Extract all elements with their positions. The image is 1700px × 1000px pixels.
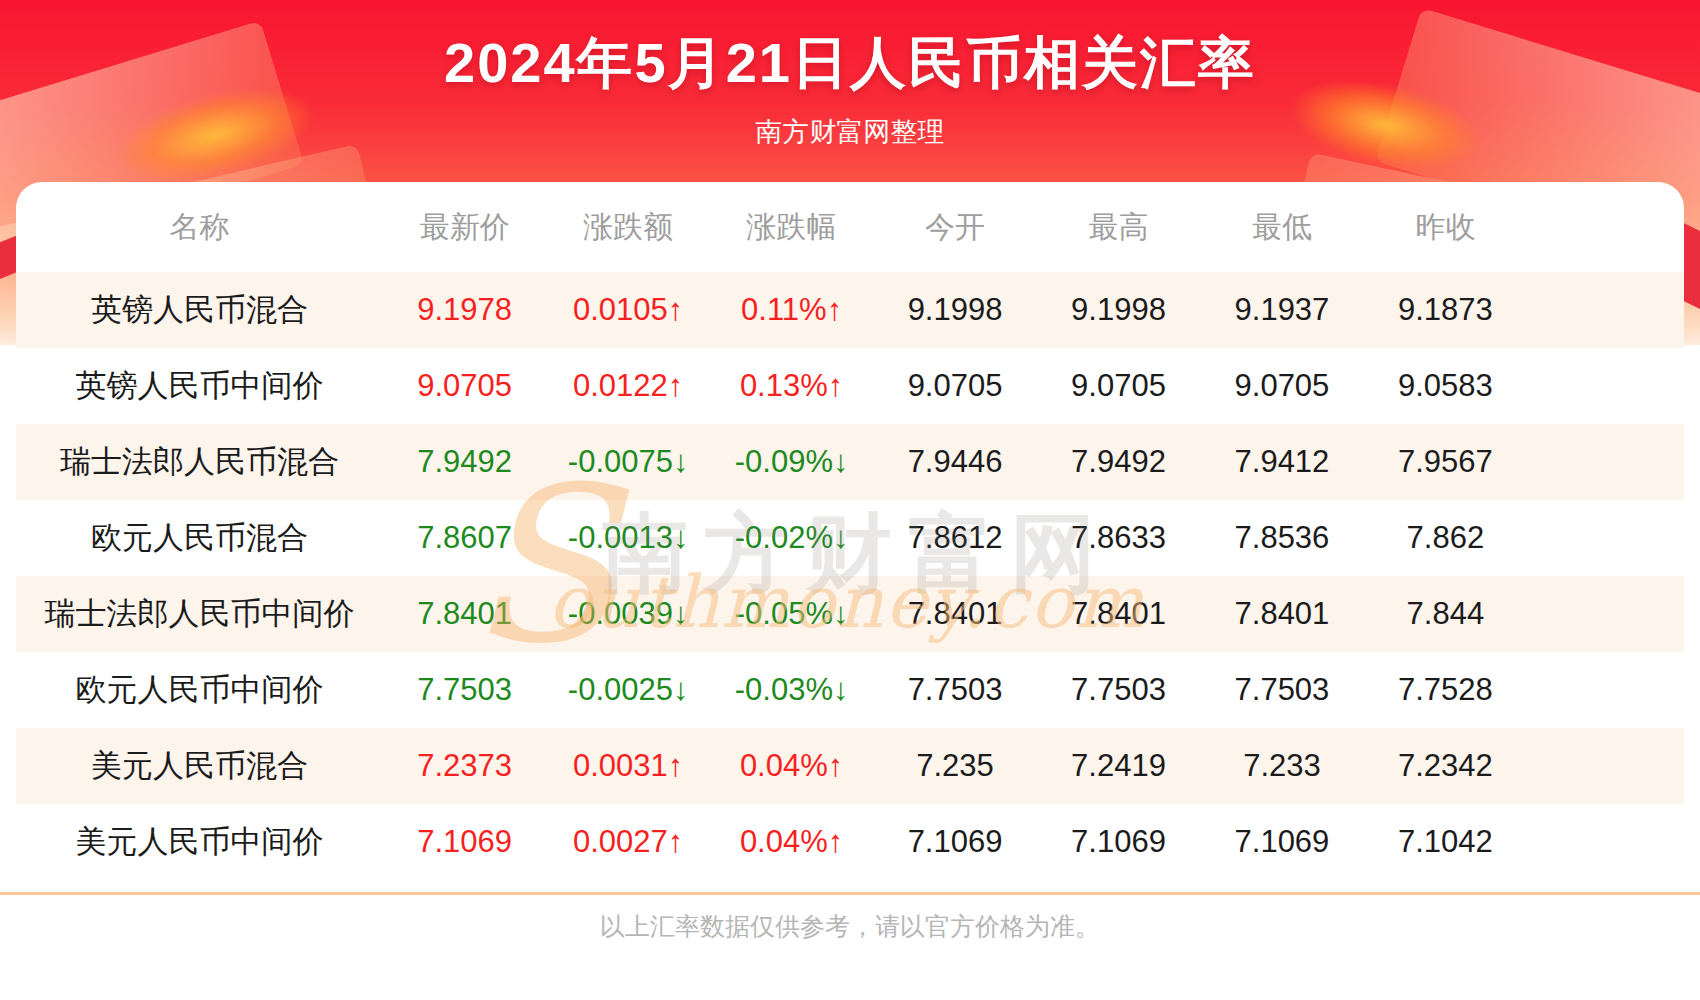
cell-open: 7.9446 xyxy=(873,444,1036,480)
cell-prev-close: 7.862 xyxy=(1364,520,1527,556)
cell-open: 7.8401 xyxy=(873,596,1036,632)
cell-low: 7.1069 xyxy=(1200,824,1363,860)
cell-high: 7.9492 xyxy=(1037,444,1200,480)
table-header-row: 名称 最新价 涨跌额 涨跌幅 今开 最高 最低 昨收 xyxy=(16,182,1684,272)
cell-low: 7.8401 xyxy=(1200,596,1363,632)
cell-prev-close: 7.1042 xyxy=(1364,824,1527,860)
cell-high: 9.0705 xyxy=(1037,368,1200,404)
cell-high: 7.7503 xyxy=(1037,672,1200,708)
column-header-high: 最高 xyxy=(1037,207,1200,248)
column-header-low: 最低 xyxy=(1200,207,1363,248)
table-row: 英镑人民币混合9.19780.0105↑0.11%↑9.19989.19989.… xyxy=(16,272,1684,348)
cell-high: 7.8633 xyxy=(1037,520,1200,556)
cell-name: 欧元人民币中间价 xyxy=(16,669,383,711)
cell-high: 7.8401 xyxy=(1037,596,1200,632)
page-subtitle: 南方财富网整理 xyxy=(0,114,1700,150)
disclaimer-text: 以上汇率数据仅供参考，请以官方价格为准。 xyxy=(0,910,1700,943)
table-row: 欧元人民币混合7.8607-0.0013↓-0.02%↓7.86127.8633… xyxy=(16,500,1684,576)
cell-change: -0.0025↓ xyxy=(546,672,709,708)
column-header-prev-close: 昨收 xyxy=(1364,207,1527,248)
table-row: 瑞士法郎人民币中间价7.8401-0.0039↓-0.05%↓7.84017.8… xyxy=(16,576,1684,652)
cell-low: 7.8536 xyxy=(1200,520,1363,556)
cell-latest: 7.8401 xyxy=(383,596,546,632)
column-header-open: 今开 xyxy=(873,207,1036,248)
cell-latest: 9.1978 xyxy=(383,292,546,328)
cell-name: 美元人民币混合 xyxy=(16,745,383,787)
cell-latest: 7.9492 xyxy=(383,444,546,480)
cell-name: 美元人民币中间价 xyxy=(16,821,383,863)
cell-latest: 7.7503 xyxy=(383,672,546,708)
cell-change: 0.0031↑ xyxy=(546,748,709,784)
cell-low: 7.7503 xyxy=(1200,672,1363,708)
cell-name: 英镑人民币中间价 xyxy=(16,365,383,407)
cell-change: 0.0027↑ xyxy=(546,824,709,860)
column-header-latest: 最新价 xyxy=(383,207,546,248)
exchange-rate-table: 名称 最新价 涨跌额 涨跌幅 今开 最高 最低 昨收 英镑人民币混合9.1978… xyxy=(16,182,1684,895)
table-row: 瑞士法郎人民币混合7.9492-0.0075↓-0.09%↓7.94467.94… xyxy=(16,424,1684,500)
footer-divider xyxy=(0,892,1700,895)
cell-prev-close: 7.2342 xyxy=(1364,748,1527,784)
cell-open: 9.0705 xyxy=(873,368,1036,404)
cell-open: 7.1069 xyxy=(873,824,1036,860)
table-row: 美元人民币混合7.23730.0031↑0.04%↑7.2357.24197.2… xyxy=(16,728,1684,804)
cell-change-pct: -0.02%↓ xyxy=(710,520,873,556)
cell-high: 7.2419 xyxy=(1037,748,1200,784)
cell-high: 9.1998 xyxy=(1037,292,1200,328)
cell-latest: 7.1069 xyxy=(383,824,546,860)
column-header-name: 名称 xyxy=(16,207,383,248)
cell-change: -0.0039↓ xyxy=(546,596,709,632)
cell-open: 9.1998 xyxy=(873,292,1036,328)
column-header-change-pct: 涨跌幅 xyxy=(710,207,873,248)
cell-low: 7.233 xyxy=(1200,748,1363,784)
cell-name: 欧元人民币混合 xyxy=(16,517,383,559)
column-header-change: 涨跌额 xyxy=(546,207,709,248)
page-title: 2024年5月21日人民币相关汇率 xyxy=(0,26,1700,102)
cell-prev-close: 7.9567 xyxy=(1364,444,1527,480)
cell-change-pct: -0.03%↓ xyxy=(710,672,873,708)
cell-change-pct: 0.13%↑ xyxy=(710,368,873,404)
cell-prev-close: 7.844 xyxy=(1364,596,1527,632)
cell-prev-close: 9.1873 xyxy=(1364,292,1527,328)
table-body: 英镑人民币混合9.19780.0105↑0.11%↑9.19989.19989.… xyxy=(16,272,1684,880)
cell-prev-close: 7.7528 xyxy=(1364,672,1527,708)
cell-latest: 7.2373 xyxy=(383,748,546,784)
cell-low: 7.9412 xyxy=(1200,444,1363,480)
cell-change-pct: 0.11%↑ xyxy=(710,292,873,328)
cell-name: 英镑人民币混合 xyxy=(16,289,383,331)
cell-open: 7.7503 xyxy=(873,672,1036,708)
cell-change-pct: -0.09%↓ xyxy=(710,444,873,480)
cell-change-pct: 0.04%↑ xyxy=(710,824,873,860)
table-row: 欧元人民币中间价7.7503-0.0025↓-0.03%↓7.75037.750… xyxy=(16,652,1684,728)
cell-change-pct: -0.05%↓ xyxy=(710,596,873,632)
table-row: 英镑人民币中间价9.07050.0122↑0.13%↑9.07059.07059… xyxy=(16,348,1684,424)
cell-low: 9.0705 xyxy=(1200,368,1363,404)
cell-name: 瑞士法郎人民币混合 xyxy=(16,441,383,483)
cell-low: 9.1937 xyxy=(1200,292,1363,328)
cell-latest: 7.8607 xyxy=(383,520,546,556)
cell-latest: 9.0705 xyxy=(383,368,546,404)
cell-change: -0.0013↓ xyxy=(546,520,709,556)
table-row: 美元人民币中间价7.10690.0027↑0.04%↑7.10697.10697… xyxy=(16,804,1684,880)
cell-change: 0.0122↑ xyxy=(546,368,709,404)
cell-open: 7.8612 xyxy=(873,520,1036,556)
cell-change: -0.0075↓ xyxy=(546,444,709,480)
cell-prev-close: 9.0583 xyxy=(1364,368,1527,404)
cell-name: 瑞士法郎人民币中间价 xyxy=(16,593,383,635)
cell-open: 7.235 xyxy=(873,748,1036,784)
cell-change: 0.0105↑ xyxy=(546,292,709,328)
cell-change-pct: 0.04%↑ xyxy=(710,748,873,784)
cell-high: 7.1069 xyxy=(1037,824,1200,860)
